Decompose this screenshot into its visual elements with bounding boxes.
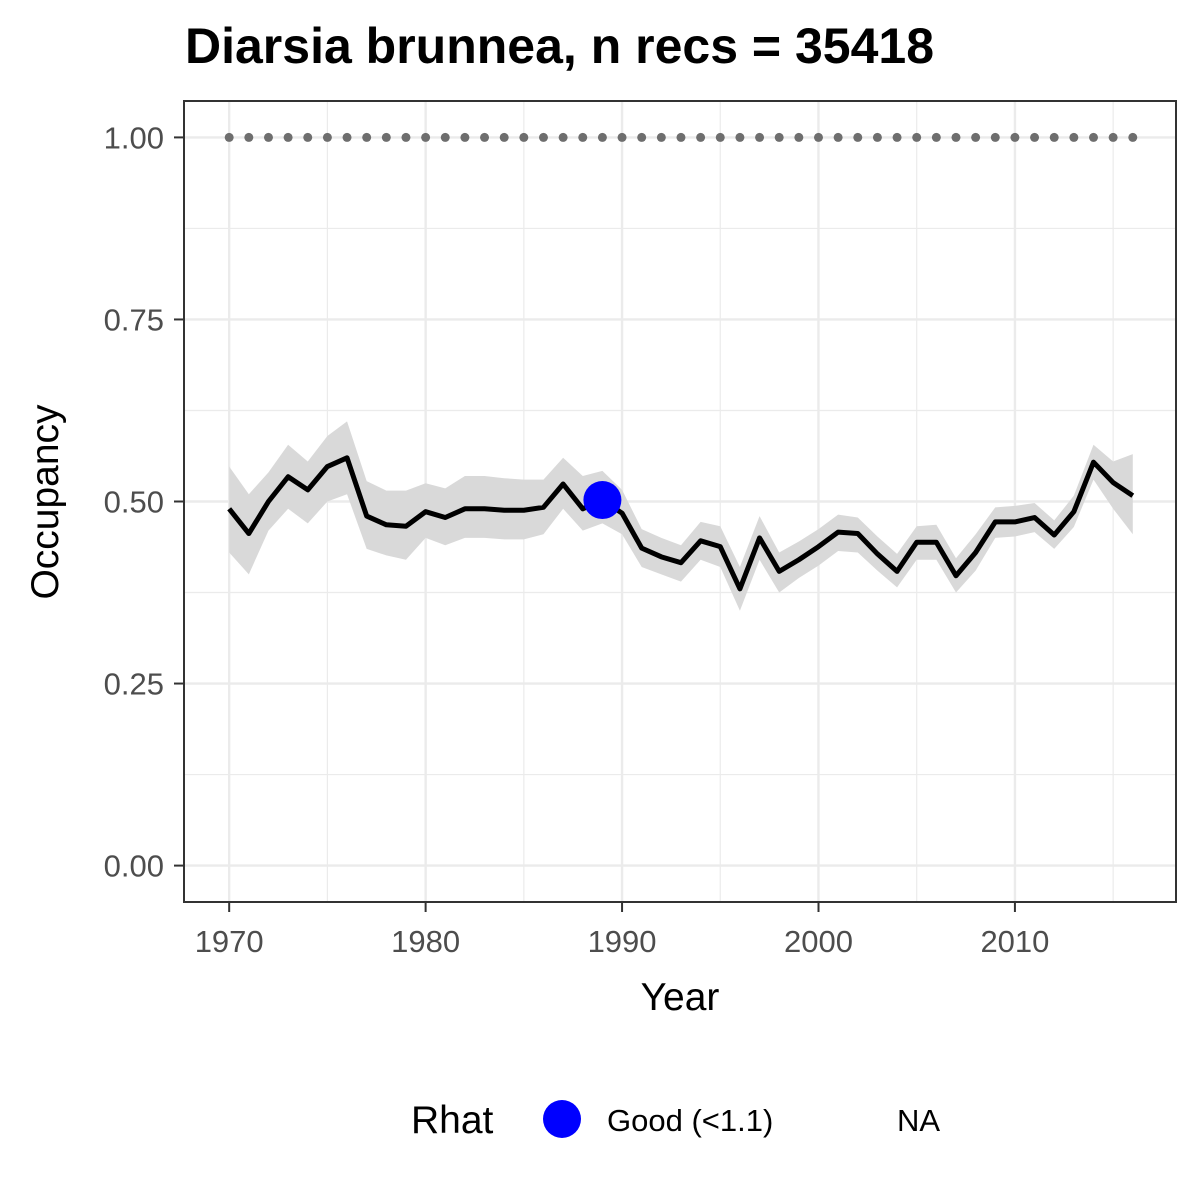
reference-dot <box>755 132 765 142</box>
rhat-point-layer <box>583 481 622 520</box>
reference-dot <box>538 132 548 142</box>
reference-dot <box>872 132 882 142</box>
reference-dot <box>244 132 254 142</box>
reference-dot <box>342 132 352 142</box>
reference-dot <box>578 132 588 142</box>
reference-dot <box>853 132 863 142</box>
rhat-point-good <box>583 481 622 520</box>
reference-dot <box>813 132 823 142</box>
x-tick-label: 1970 <box>195 924 264 959</box>
reference-dot <box>263 132 273 142</box>
reference-dot <box>322 132 332 142</box>
reference-dot <box>971 132 981 142</box>
y-tick-label: 0.50 <box>104 485 164 520</box>
reference-dot <box>421 132 431 142</box>
reference-dot <box>362 132 372 142</box>
reference-dot <box>1069 132 1079 142</box>
y-tick-label: 0.00 <box>104 849 164 884</box>
reference-dot <box>774 132 784 142</box>
y-tick-label: 0.75 <box>104 302 164 337</box>
reference-dot <box>1010 132 1020 142</box>
reference-dot <box>224 132 234 142</box>
legend-title: Rhat <box>411 1099 494 1142</box>
reference-dot <box>1108 132 1118 142</box>
reference-dot <box>951 132 961 142</box>
reference-dot <box>499 132 509 142</box>
y-tick-label: 0.25 <box>104 667 164 702</box>
reference-dot <box>480 132 490 142</box>
occupancy-line-layer <box>227 455 1135 592</box>
x-tick-label: 1980 <box>391 924 460 959</box>
reference-dot <box>912 132 922 142</box>
y-tick-label: 1.00 <box>104 120 164 155</box>
chart-title: Diarsia brunnea, n recs = 35418 <box>185 18 934 74</box>
x-tick-label: 1990 <box>588 924 657 959</box>
reference-dot <box>1088 132 1098 142</box>
reference-dot <box>381 132 391 142</box>
reference-dot <box>696 132 706 142</box>
confidence-ribbon-layer <box>229 421 1133 611</box>
reference-dot <box>637 132 647 142</box>
reference-dot <box>990 132 1000 142</box>
reference-line-layer <box>224 132 1138 142</box>
reference-dot <box>597 132 607 142</box>
reference-dot <box>1049 132 1059 142</box>
reference-dot <box>440 132 450 142</box>
reference-dot <box>401 132 411 142</box>
x-axis-title: Year <box>641 976 720 1019</box>
legend-label-good: Good (<1.1) <box>607 1103 773 1138</box>
reference-dot <box>303 132 313 142</box>
reference-dot <box>715 132 725 142</box>
x-tick-label: 2010 <box>980 924 1049 959</box>
reference-dot <box>617 132 627 142</box>
legend: Rhat Good (<1.1) NA <box>411 1099 940 1142</box>
reference-dot <box>735 132 745 142</box>
x-axis: 1970 1980 1990 2000 2010 <box>195 902 1049 959</box>
occupancy-line <box>227 455 1135 592</box>
reference-dot <box>558 132 568 142</box>
y-axis: 0.00 0.25 0.50 0.75 1.00 <box>104 120 184 884</box>
reference-dot <box>892 132 902 142</box>
x-tick-label: 2000 <box>784 924 853 959</box>
reference-dot <box>794 132 804 142</box>
reference-dot <box>1030 132 1040 142</box>
reference-dot <box>460 132 470 142</box>
reference-dot <box>1128 132 1138 142</box>
reference-dot <box>931 132 941 142</box>
reference-dot <box>283 132 293 142</box>
gridlines <box>184 101 1176 902</box>
legend-key-good <box>543 1100 581 1138</box>
reference-dot <box>676 132 686 142</box>
reference-dot <box>656 132 666 142</box>
confidence-ribbon <box>229 421 1133 611</box>
reference-dot <box>519 132 529 142</box>
y-axis-title: Occupancy <box>24 404 67 600</box>
legend-label-na: NA <box>897 1103 940 1138</box>
reference-dot <box>833 132 843 142</box>
